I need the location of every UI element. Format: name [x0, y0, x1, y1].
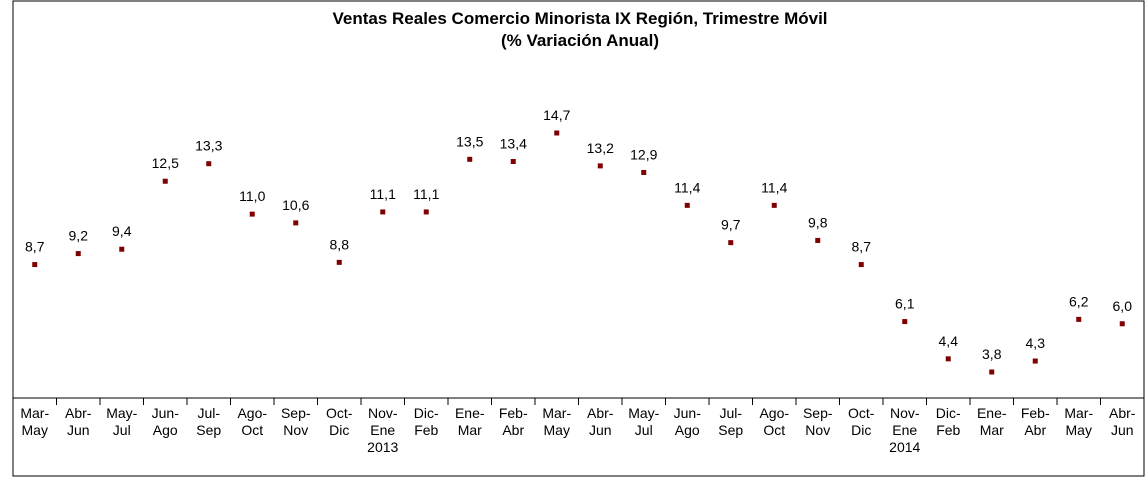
data-label: 10,6 — [282, 197, 309, 213]
data-label: 8,7 — [25, 239, 45, 255]
x-tick-label: Sep-Nov — [281, 405, 311, 438]
point — [423, 209, 429, 215]
data-label: 11,1 — [413, 186, 439, 202]
x-tick-label: Jul-Sep — [196, 405, 221, 438]
data-label: 11,0 — [239, 188, 265, 204]
data-label: 9,4 — [112, 223, 132, 239]
data-label: 13,2 — [587, 140, 614, 156]
data-label: 8,8 — [330, 236, 350, 252]
x-tick-label: Oct-Dic — [848, 405, 875, 438]
x-tick-label: Jun-Ago — [152, 405, 180, 438]
data-label: 4,3 — [1026, 335, 1046, 351]
chart-subtitle: (% Variación Anual) — [501, 31, 659, 50]
point — [206, 161, 212, 167]
point — [467, 156, 473, 162]
x-tick-label: Mar-May — [1064, 405, 1093, 438]
point — [293, 220, 299, 226]
point — [32, 262, 38, 268]
data-label: 9,2 — [69, 228, 89, 244]
point — [336, 259, 342, 265]
data-label: 13,3 — [195, 138, 222, 154]
x-tick-label: Jul-Sep — [718, 405, 743, 438]
point — [1119, 321, 1125, 327]
x-tick-label: Feb-Abr — [1021, 405, 1050, 438]
x-tick-label: Mar-May — [20, 405, 49, 438]
data-label: 8,7 — [852, 239, 872, 255]
data-label: 6,1 — [895, 296, 915, 312]
x-tick-label: May-Jul — [628, 405, 659, 438]
x-tick-label: Ene-Mar — [455, 405, 485, 438]
point — [510, 159, 516, 165]
data-label: 6,2 — [1069, 293, 1089, 309]
point — [989, 369, 995, 375]
x-tick-label: Ago-Oct — [237, 405, 267, 438]
x-tick-label: Ago-Oct — [759, 405, 789, 438]
x-tick-label: Nov-Ene 2013 — [367, 405, 398, 455]
data-label: 11,1 — [370, 186, 396, 202]
x-tick-label: Dic-Feb — [936, 405, 961, 438]
x-tick-label: Abr-Jun — [65, 405, 92, 438]
data-label: 13,4 — [500, 136, 527, 152]
data-label: 11,4 — [674, 179, 700, 195]
x-tick-label: Mar-May — [542, 405, 571, 438]
data-label: 11,4 — [761, 179, 787, 195]
chart-title: Ventas Reales Comercio Minorista IX Regi… — [332, 9, 827, 28]
point — [641, 169, 647, 175]
point — [858, 262, 864, 268]
x-tick-label: Feb-Abr — [499, 405, 528, 438]
point — [945, 356, 951, 362]
point — [554, 130, 560, 136]
data-label: 13,5 — [456, 133, 483, 149]
point — [119, 246, 125, 252]
x-tick-label: Oct-Dic — [326, 405, 353, 438]
x-tick-label: Jun-Ago — [674, 405, 702, 438]
point — [771, 202, 777, 208]
point — [728, 240, 734, 246]
point — [75, 251, 81, 257]
data-label: 3,8 — [982, 346, 1002, 362]
data-label: 12,9 — [630, 146, 657, 162]
data-label: 9,8 — [808, 214, 828, 230]
x-tick-label: May-Jul — [106, 405, 137, 438]
data-label: 4,4 — [939, 333, 959, 349]
x-tick-label: Nov-Ene 2014 — [889, 405, 920, 455]
data-label: 14,7 — [543, 107, 570, 123]
point — [1076, 316, 1082, 322]
x-tick-label: Sep-Nov — [803, 405, 833, 438]
chart-frame — [12, 0, 1145, 477]
point — [1032, 358, 1038, 364]
point — [684, 202, 690, 208]
point — [162, 178, 168, 184]
x-tick-label: Abr-Jun — [1109, 405, 1136, 438]
x-tick-label: Ene-Mar — [977, 405, 1007, 438]
data-label: 12,5 — [152, 155, 179, 171]
point — [249, 211, 255, 217]
point — [902, 319, 908, 325]
x-tick-label: Abr-Jun — [587, 405, 614, 438]
point — [597, 163, 603, 169]
point — [380, 209, 386, 215]
point — [815, 237, 821, 243]
x-tick-label: Dic-Feb — [414, 405, 439, 438]
data-label: 9,7 — [721, 217, 741, 233]
data-label: 6,0 — [1113, 298, 1133, 314]
